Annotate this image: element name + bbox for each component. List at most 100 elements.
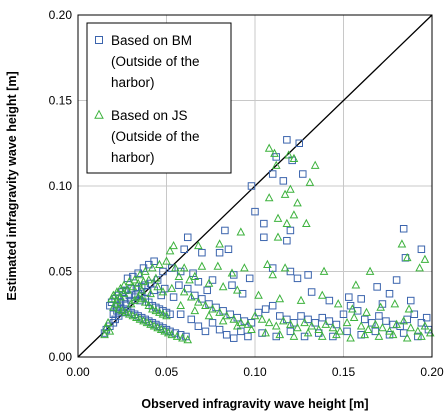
data-point-bm bbox=[268, 301, 277, 310]
data-point-bm bbox=[290, 319, 298, 327]
data-point-js bbox=[132, 312, 141, 322]
data-point-js bbox=[162, 311, 171, 320]
data-point-js bbox=[124, 309, 134, 318]
data-point-bm bbox=[272, 153, 280, 161]
data-point-js bbox=[390, 299, 400, 308]
data-point-js bbox=[310, 160, 320, 169]
data-point-js bbox=[392, 319, 401, 328]
data-point-bm bbox=[230, 271, 238, 279]
data-point-bm bbox=[360, 315, 369, 324]
data-point-js bbox=[190, 305, 200, 315]
data-point-bm bbox=[295, 139, 303, 147]
data-point-js bbox=[103, 317, 113, 327]
data-point-bm bbox=[251, 207, 259, 216]
data-point-js bbox=[119, 280, 129, 289]
data-point-js bbox=[293, 198, 302, 207]
data-point-js bbox=[275, 329, 285, 339]
data-point-bm bbox=[422, 313, 431, 322]
y-tick-labels: 0.00 0.05 0.10 0.15 0.20 bbox=[49, 8, 73, 364]
x-tick-label: 0.00 bbox=[66, 365, 90, 379]
data-point-js bbox=[204, 311, 214, 320]
data-point-js bbox=[158, 309, 168, 318]
data-point-js bbox=[156, 324, 166, 333]
data-point-js bbox=[413, 326, 423, 335]
data-point-bm bbox=[260, 233, 268, 242]
data-point-bm bbox=[245, 274, 254, 283]
data-point-js bbox=[335, 326, 345, 335]
x-tick-label: 0.05 bbox=[155, 365, 179, 379]
data-point-js bbox=[109, 302, 118, 311]
data-point-js bbox=[250, 311, 260, 320]
data-point-js bbox=[140, 266, 150, 275]
data-point-bm bbox=[143, 288, 151, 296]
data-point-js bbox=[356, 321, 366, 330]
legend-label-line: (Outside of the bbox=[111, 54, 200, 69]
x-tick-labels: 0.00 0.05 0.10 0.15 0.20 bbox=[66, 365, 444, 379]
data-point-js bbox=[286, 184, 295, 193]
data-point-bm bbox=[272, 332, 280, 341]
data-point-js bbox=[332, 329, 341, 339]
data-point-bm bbox=[371, 327, 380, 336]
data-point-bm bbox=[226, 310, 234, 318]
data-point-js bbox=[186, 292, 196, 301]
data-point-js bbox=[385, 326, 394, 335]
data-point-bm bbox=[212, 303, 220, 312]
data-point-js bbox=[128, 311, 138, 320]
data-point-js bbox=[218, 316, 228, 325]
data-point-bm bbox=[187, 315, 196, 324]
legend-label-line: (Outside of the bbox=[111, 129, 200, 144]
data-point-js bbox=[289, 331, 299, 340]
data-point-js bbox=[213, 261, 223, 270]
data-point-js bbox=[402, 333, 412, 342]
data-point-bm bbox=[208, 319, 217, 327]
data-point-js bbox=[415, 263, 424, 272]
data-point-js bbox=[190, 271, 200, 280]
data-point-js bbox=[236, 227, 246, 236]
data-point-bm bbox=[175, 281, 183, 289]
data-point-js bbox=[374, 331, 384, 340]
y-axis-label: Estimated infragravity wave height [m] bbox=[5, 71, 19, 300]
data-point-bm bbox=[353, 307, 362, 315]
data-point-bm bbox=[224, 245, 233, 254]
plot-area-border bbox=[77, 14, 433, 358]
data-point-js bbox=[153, 282, 162, 291]
y-tick-label: 0.05 bbox=[49, 265, 73, 279]
data-point-js bbox=[107, 294, 116, 303]
data-point-js bbox=[307, 321, 316, 330]
data-point-js bbox=[371, 319, 380, 328]
series-js-points bbox=[100, 143, 435, 344]
data-point-js bbox=[146, 288, 155, 298]
data-point-js bbox=[417, 331, 426, 340]
data-point-bm bbox=[116, 298, 125, 307]
data-point-bm bbox=[300, 332, 309, 341]
data-point-bm bbox=[283, 236, 291, 245]
data-point-js bbox=[114, 304, 124, 313]
data-point-bm bbox=[407, 296, 415, 305]
data-point-js bbox=[144, 275, 154, 284]
data-point-bm bbox=[159, 267, 167, 276]
data-point-bm bbox=[286, 267, 295, 276]
data-point-js bbox=[222, 311, 232, 320]
data-point-js bbox=[268, 270, 278, 279]
data-point-bm bbox=[215, 325, 224, 334]
data-point-js bbox=[289, 153, 299, 162]
data-point-js bbox=[301, 218, 311, 227]
data-point-js bbox=[264, 193, 274, 202]
data-point-js bbox=[178, 333, 187, 342]
data-point-bm bbox=[198, 248, 206, 257]
data-point-bm bbox=[293, 274, 302, 283]
data-point-js bbox=[278, 316, 288, 325]
data-point-bm bbox=[368, 319, 376, 327]
data-point-js bbox=[123, 285, 132, 294]
data-point-js bbox=[172, 331, 182, 340]
data-point-js bbox=[346, 333, 355, 342]
data-point-bm bbox=[100, 329, 109, 337]
legend-label-line: harbor) bbox=[111, 150, 155, 165]
data-point-js bbox=[360, 329, 370, 339]
data-point-bm bbox=[109, 310, 118, 318]
data-point-js bbox=[139, 276, 148, 286]
data-point-js bbox=[133, 292, 143, 301]
data-point-js bbox=[362, 307, 371, 316]
data-point-js bbox=[194, 241, 203, 250]
data-point-js bbox=[197, 261, 207, 270]
